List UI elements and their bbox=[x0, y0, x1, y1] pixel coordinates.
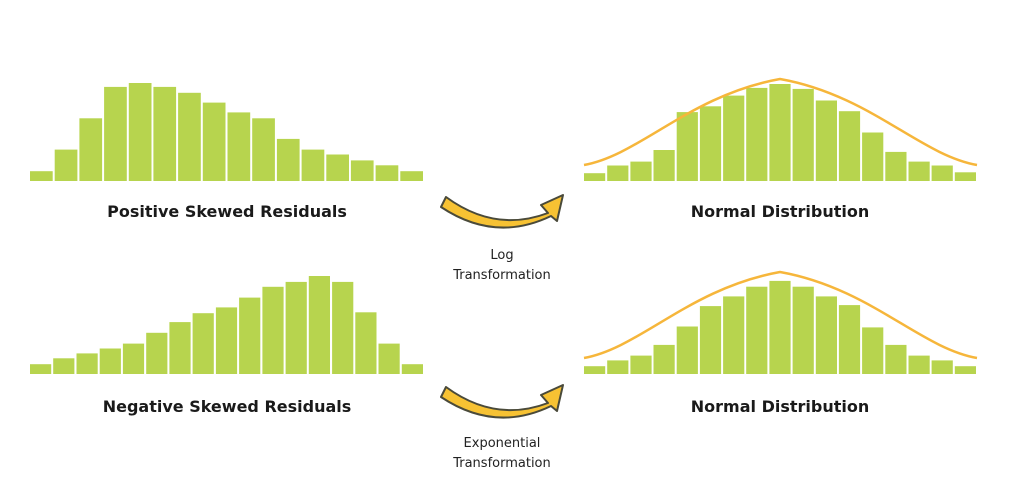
histogram-bar bbox=[908, 161, 930, 181]
histogram-bar bbox=[76, 353, 98, 374]
histogram-bar bbox=[378, 343, 400, 374]
histogram-bar bbox=[954, 172, 976, 181]
histogram-bar bbox=[202, 102, 226, 181]
histogram-bar bbox=[838, 111, 861, 181]
histogram-bar bbox=[30, 171, 53, 181]
histogram-bar bbox=[99, 348, 121, 374]
histogram-bar bbox=[285, 281, 307, 374]
histogram-bar bbox=[746, 87, 768, 181]
histogram-bar bbox=[584, 173, 606, 181]
histogram-bar bbox=[607, 360, 629, 374]
histogram-bar bbox=[723, 296, 745, 374]
histogram-bar bbox=[792, 286, 814, 374]
histogram-bar bbox=[104, 86, 127, 181]
histogram-bar bbox=[350, 160, 374, 181]
normal-curve-bottom bbox=[583, 270, 978, 360]
label-positive-skewed: Positive Skewed Residuals bbox=[107, 202, 347, 221]
histogram-bar bbox=[153, 86, 177, 181]
normal-curve-top bbox=[583, 77, 978, 167]
label-normal-top: Normal Distribution bbox=[691, 202, 869, 221]
histogram-bar bbox=[239, 297, 261, 374]
histogram-bar bbox=[53, 358, 75, 374]
histogram-bar bbox=[653, 344, 675, 374]
histogram-bar bbox=[401, 364, 423, 374]
histogram-bar bbox=[630, 355, 652, 374]
histogram-bar bbox=[862, 327, 884, 374]
histogram-bar bbox=[30, 364, 52, 374]
exponential-transformation-line1: Exponential bbox=[464, 436, 541, 451]
histogram-bar bbox=[723, 95, 745, 181]
histogram-bar bbox=[931, 165, 953, 181]
histogram-bar bbox=[908, 355, 930, 374]
histogram-bar bbox=[653, 150, 675, 181]
histogram-bar bbox=[400, 171, 423, 181]
histogram-bar bbox=[769, 84, 791, 181]
curved-arrow-icon bbox=[440, 384, 564, 419]
histogram-bar bbox=[885, 151, 907, 181]
exponential-transformation-line2: Transformation bbox=[452, 456, 551, 471]
curved-arrow-icon bbox=[440, 194, 564, 229]
histogram-bar bbox=[308, 276, 330, 374]
histogram-bar bbox=[178, 92, 201, 181]
label-normal-bottom: Normal Distribution bbox=[691, 397, 869, 416]
histogram-bar bbox=[862, 132, 884, 181]
histogram-bar bbox=[584, 366, 606, 374]
histogram-bar bbox=[676, 326, 698, 374]
histogram-bar bbox=[931, 360, 953, 374]
histogram-bar bbox=[815, 100, 837, 181]
histogram-bar bbox=[746, 286, 768, 374]
log-transformation-line1: Log bbox=[490, 248, 513, 263]
histogram-bar bbox=[885, 344, 907, 374]
histogram-bar bbox=[301, 149, 325, 181]
histogram-bar bbox=[79, 118, 103, 181]
label-negative-skewed: Negative Skewed Residuals bbox=[103, 397, 352, 416]
histogram-bar bbox=[630, 161, 652, 181]
histogram-bar bbox=[192, 313, 214, 374]
histogram-bar bbox=[954, 366, 976, 374]
log-transformation-line2: Transformation bbox=[452, 268, 551, 283]
histogram-bar bbox=[332, 281, 354, 374]
histogram-bar bbox=[375, 165, 399, 181]
histogram-bar bbox=[607, 165, 629, 181]
histogram-bar bbox=[676, 112, 698, 181]
histogram-negative-skewed bbox=[30, 276, 423, 374]
histogram-bar bbox=[146, 332, 168, 374]
histogram-bar bbox=[227, 112, 251, 181]
histogram-bar bbox=[128, 83, 152, 181]
histogram-bar bbox=[276, 138, 300, 181]
histogram-bar bbox=[699, 106, 722, 181]
histogram-bar bbox=[252, 118, 275, 181]
histogram-bar bbox=[169, 322, 191, 374]
histogram-bar bbox=[54, 149, 78, 181]
histogram-bar bbox=[815, 296, 837, 374]
histogram-normal-top bbox=[584, 84, 976, 181]
histogram-bar bbox=[262, 286, 284, 374]
histogram-bar bbox=[792, 88, 814, 181]
histogram-bar bbox=[215, 307, 238, 374]
histogram-bar bbox=[838, 305, 861, 374]
histogram-bar bbox=[122, 343, 145, 374]
histogram-bar bbox=[326, 154, 349, 181]
histogram-bar bbox=[699, 306, 722, 374]
histogram-bar bbox=[355, 312, 377, 374]
histogram-normal-bottom bbox=[584, 280, 976, 374]
histogram-bar bbox=[769, 280, 791, 374]
histogram-positive-skewed bbox=[30, 83, 423, 181]
